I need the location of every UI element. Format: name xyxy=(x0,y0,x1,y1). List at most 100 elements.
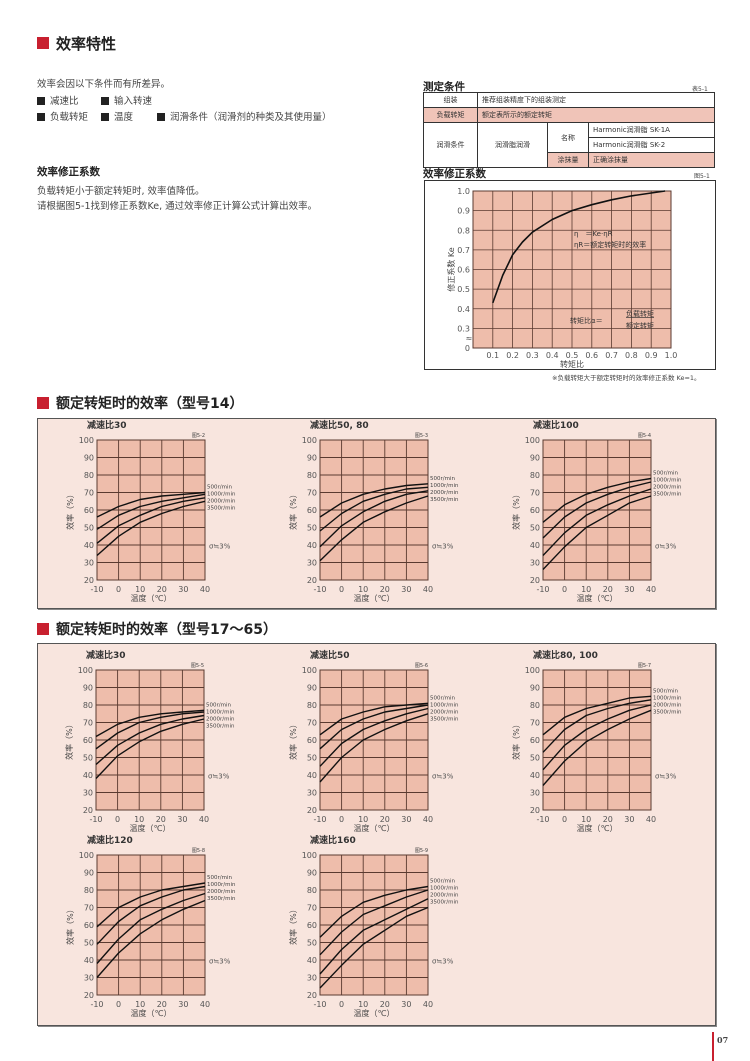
y-tick-label: 60 xyxy=(307,736,317,745)
y-axis-label: 效率（%） xyxy=(65,490,75,530)
axis-break-icon: ≈ xyxy=(466,334,473,343)
x-tick-label: 10 xyxy=(358,815,368,824)
y-tick-label: 80 xyxy=(307,886,317,895)
x-tick-label: 20 xyxy=(380,815,390,824)
chart-title: 减速比50 xyxy=(310,649,350,661)
x-tick-label: 1.0 xyxy=(665,351,678,360)
y-tick-label: 80 xyxy=(530,471,540,480)
chart-title: 减速比80, 100 xyxy=(533,649,598,661)
sigma-note: σ≒3% xyxy=(432,543,454,551)
formula-text: η ＝Ke·ηR xyxy=(574,230,613,238)
series-line xyxy=(96,892,206,964)
y-tick-label: 20 xyxy=(83,806,93,815)
series-line xyxy=(319,704,429,750)
y-tick-label: 0.3 xyxy=(457,324,470,333)
x-tick-label: 0 xyxy=(339,1000,344,1009)
series-line xyxy=(542,477,652,523)
factor-label: 负载转矩 xyxy=(50,112,89,123)
x-tick-label: 10 xyxy=(581,585,591,594)
legend-label: 1000r/min xyxy=(430,886,459,892)
y-tick-label: 30 xyxy=(530,559,540,568)
x-tick-label: 0.3 xyxy=(526,351,539,360)
fig-label: 图5-8 xyxy=(192,848,205,854)
y-tick-label: 70 xyxy=(307,904,317,913)
x-tick-label: 30 xyxy=(401,1000,411,1009)
series-line xyxy=(319,707,429,767)
series-line xyxy=(319,889,429,956)
factor-item: 输入转速 xyxy=(101,93,152,107)
y-tick-label: 70 xyxy=(84,489,94,498)
y-tick-label: 80 xyxy=(307,701,317,710)
series-line xyxy=(95,714,205,766)
table-cell: 润滑条件 xyxy=(423,122,478,168)
legend-label: 500r/min xyxy=(653,471,678,477)
ratio-formula-label: 转矩比α＝ xyxy=(570,316,603,325)
x-tick-label: 30 xyxy=(177,815,187,824)
x-tick-label: 0 xyxy=(562,585,567,594)
y-tick-label: 40 xyxy=(307,541,317,550)
y-tick-label: 80 xyxy=(83,701,93,710)
sigma-note: σ≒3% xyxy=(655,543,677,551)
y-tick-label: 70 xyxy=(307,489,317,498)
x-axis-label: 转矩比 xyxy=(560,359,584,369)
y-tick-label: 60 xyxy=(530,736,540,745)
section-title-efficiency: 效率特性 xyxy=(56,35,117,53)
x-tick-label: 30 xyxy=(624,585,634,594)
x-axis-label: 温度（℃） xyxy=(131,593,172,603)
factor-item: 负载转矩 xyxy=(37,109,88,123)
x-tick-label: 0.5 xyxy=(566,351,579,360)
efficiency-chart: 减速比120 图5-8 20 30 40 50 60 70 80 90 100 -10 0 10 20 30 4… xyxy=(65,834,236,1018)
y-tick-label: 0 xyxy=(465,344,470,353)
y-tick-label: 20 xyxy=(530,576,540,585)
y-axis-label: 效率（%） xyxy=(65,905,75,945)
legend-label: 3500r/min xyxy=(653,709,682,715)
legend-label: 500r/min xyxy=(206,702,231,708)
series-line xyxy=(319,885,429,938)
y-tick-label: 0.7 xyxy=(457,246,470,255)
y-tick-label: 70 xyxy=(307,719,317,728)
chart-title: 减速比30 xyxy=(87,419,127,431)
y-axis-label: 效率（%） xyxy=(64,720,74,760)
fig-label: 图5-1 xyxy=(694,173,710,180)
ratio-numerator: 负载转矩 xyxy=(626,309,654,318)
x-axis-label: 温度（℃） xyxy=(354,593,395,603)
table-row: 涂抹量 正确涂抹量 xyxy=(424,152,715,168)
y-tick-label: 100 xyxy=(79,851,94,860)
series-line xyxy=(95,718,205,779)
y-tick-label: 0.6 xyxy=(457,266,470,275)
y-tick-label: 90 xyxy=(307,684,317,693)
legend-label: 3500r/min xyxy=(206,723,235,729)
y-tick-label: 30 xyxy=(307,974,317,983)
x-tick-label: 0 xyxy=(339,585,344,594)
chart-title: 减速比100 xyxy=(533,419,579,431)
series-line xyxy=(319,906,429,989)
fig-label: 图5-6 xyxy=(415,663,428,669)
y-tick-label: 100 xyxy=(302,666,317,675)
y-tick-label: 90 xyxy=(530,454,540,463)
series-line xyxy=(542,709,652,786)
series-line xyxy=(96,497,206,544)
y-tick-label: 100 xyxy=(302,436,317,445)
factor-item: 温度 xyxy=(101,109,133,123)
x-tick-label: 0 xyxy=(116,1000,121,1009)
sigma-note: σ≒3% xyxy=(208,773,230,781)
y-tick-label: 60 xyxy=(83,736,93,745)
y-tick-label: 90 xyxy=(307,869,317,878)
x-tick-label: 20 xyxy=(380,585,390,594)
y-tick-label: 100 xyxy=(525,436,540,445)
x-tick-label: -10 xyxy=(536,815,549,824)
y-tick-label: 60 xyxy=(84,921,94,930)
fig-label: 图5-7 xyxy=(638,663,651,669)
desc-text: 负载转矩小于额定转矩时, 效率值降低。 xyxy=(37,186,205,197)
y-tick-label: 0.8 xyxy=(457,226,470,235)
efficiency-chart: 减速比30 图5-2 20 30 40 50 60 70 80 90 100 -10 0 10 20 30 40… xyxy=(65,419,236,603)
y-tick-label: 50 xyxy=(307,754,317,763)
y-tick-label: 20 xyxy=(307,991,317,1000)
fig-label: 图5-3 xyxy=(415,433,428,439)
x-tick-label: 0.4 xyxy=(546,351,559,360)
y-tick-label: 50 xyxy=(530,754,540,763)
series-line xyxy=(96,885,206,945)
x-axis-label: 温度（℃） xyxy=(131,1008,172,1018)
y-tick-label: 50 xyxy=(84,524,94,533)
y-axis-label: 效率（%） xyxy=(288,490,298,530)
